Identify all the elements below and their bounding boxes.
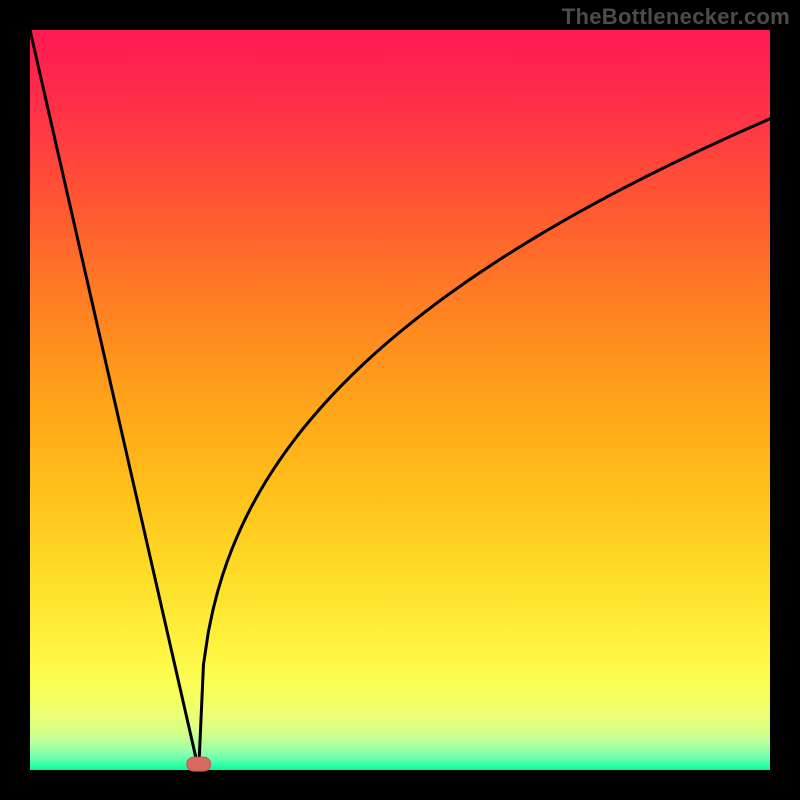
optimal-point-marker xyxy=(187,757,211,771)
chart-background xyxy=(30,30,770,770)
chart-container: TheBottlenecker.com xyxy=(0,0,800,800)
bottleneck-chart xyxy=(0,0,800,800)
